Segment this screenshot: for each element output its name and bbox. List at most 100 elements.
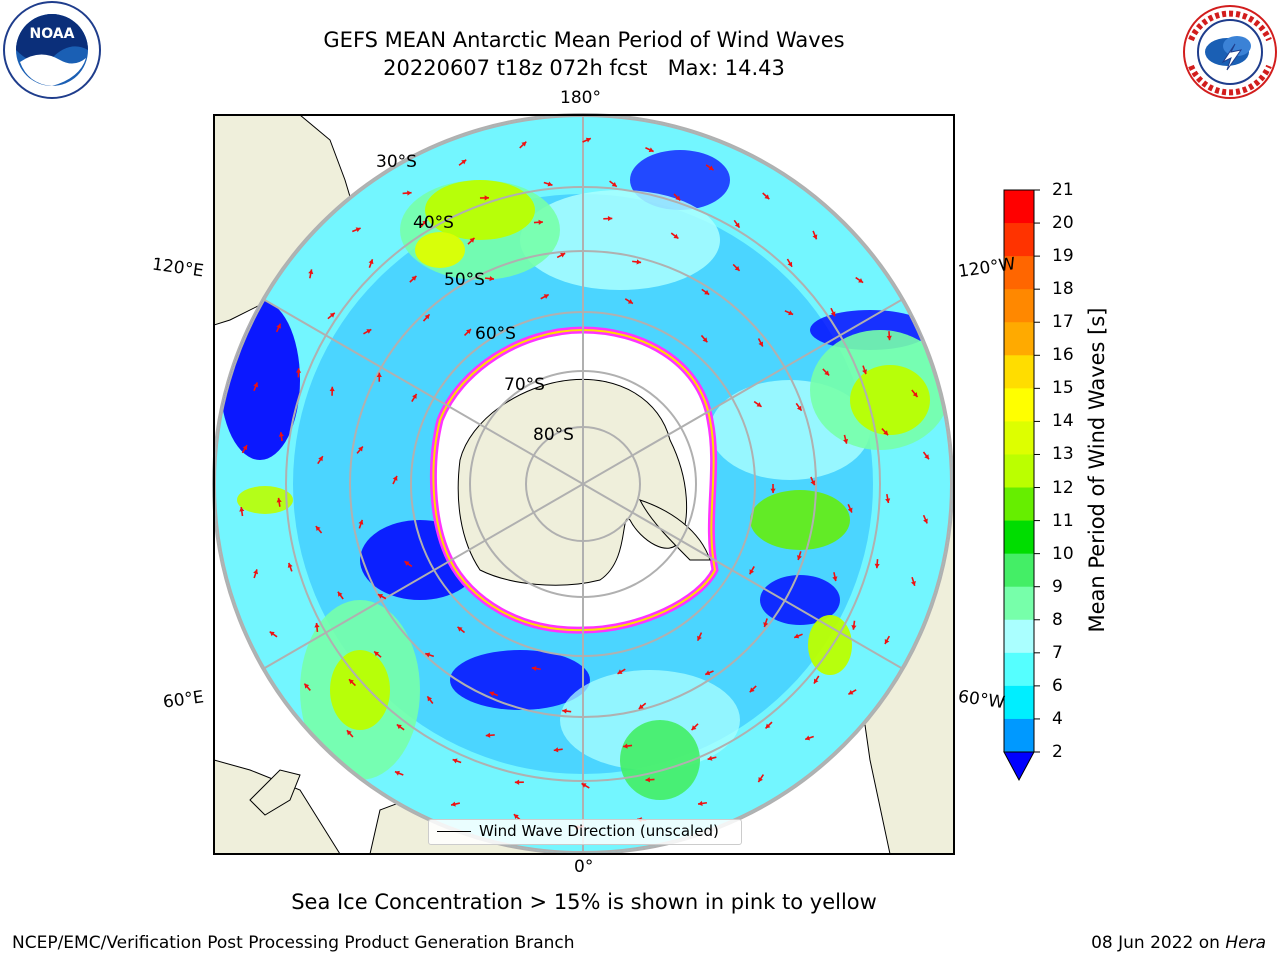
wave-arrow-head — [239, 507, 245, 512]
footer-producer: NCEP/EMC/Verification Post Processing Pr… — [12, 933, 575, 953]
wave-arrow-head — [396, 724, 402, 730]
colorbar — [1003, 189, 1040, 782]
colorbar-extend-arrow — [1003, 751, 1035, 782]
wave-arrow-head — [513, 814, 519, 820]
wave-arrow-head — [796, 405, 802, 411]
chart-subtitle: 20220607 t18z 072h fcst Max: 14.43 — [383, 56, 785, 80]
colorbar-band — [1004, 685, 1034, 720]
wave-arrow-head — [673, 233, 679, 239]
footer-machine: Hera — [1225, 933, 1266, 953]
wave-arrow-head — [276, 497, 282, 503]
wave-arrow-head — [749, 687, 755, 693]
wave-arrow-head — [374, 651, 380, 657]
colorbar-band — [1004, 619, 1034, 654]
colorbar-tick-label: 15 — [1052, 378, 1074, 399]
wave-arrow-head — [562, 708, 567, 714]
colorbar-tick-label: 10 — [1052, 543, 1074, 564]
wave-arrow-head — [763, 622, 769, 628]
wave-arrow-head — [764, 194, 770, 200]
wave-arrow-head — [805, 735, 811, 741]
wave-arrow-head — [358, 519, 364, 525]
wave-arrow-head — [885, 498, 891, 503]
wave-arrow-head — [794, 633, 800, 639]
wave-arrow-head — [560, 252, 566, 258]
wave-arrow-head — [451, 801, 456, 807]
wave-arrow-head — [756, 402, 762, 407]
wave-arrow-head — [691, 725, 697, 731]
wave-arrow-head — [883, 430, 889, 436]
colorbar-tick-label: 13 — [1052, 444, 1074, 465]
wave-arrow-head — [412, 393, 417, 399]
wave-arrow-head — [702, 337, 708, 343]
wave-arrow-head — [734, 222, 740, 228]
wave-arrow-head — [788, 310, 794, 316]
wave-arrow-head — [708, 165, 714, 171]
wave-arrow-head — [884, 638, 890, 644]
sea-ice-note: Sea Ice Concentration > 15% is shown in … — [291, 890, 877, 914]
colorbar-band — [1004, 388, 1034, 422]
wave-arrow-head — [547, 181, 553, 187]
wave-arrow-head — [376, 372, 382, 378]
wave-arrow-head — [407, 190, 412, 196]
colorbar-tick-label: 8 — [1052, 609, 1063, 630]
wave-arrow-head — [485, 732, 491, 738]
wave-arrow-head — [318, 456, 323, 462]
wave-arrow-head — [489, 276, 495, 282]
wave-arrow-head — [585, 137, 591, 143]
wave-arrow-head — [910, 580, 916, 586]
wave-arrow-head — [675, 195, 681, 201]
wave-arrow-head — [514, 779, 520, 785]
wave-arrow-head — [698, 800, 703, 807]
wave-arrow-head — [422, 220, 427, 226]
wave-arrow-head — [269, 631, 275, 637]
wave-arrow-head — [796, 555, 802, 560]
wave-arrow-head — [484, 195, 489, 201]
wave-arrow-head — [645, 777, 650, 783]
colorbar-band — [1004, 355, 1034, 389]
wave-arrow-head — [697, 635, 702, 641]
colorbar-tick-label: 21 — [1052, 180, 1074, 200]
colorbar-tick-label: 6 — [1052, 675, 1063, 696]
wave-arrow-head — [538, 219, 543, 225]
lon-label-0: 0° — [574, 857, 594, 877]
wave-arrow-head — [253, 569, 259, 575]
lat-label-80s: 80°S — [533, 425, 574, 445]
wave-arrow-head — [329, 312, 335, 318]
wave-arrow-head — [912, 392, 918, 398]
lat-label-70s: 70°S — [504, 375, 545, 395]
colorbar-band — [1004, 586, 1034, 621]
wave-arrow-head — [770, 488, 776, 493]
wave-arrow-head — [813, 678, 819, 684]
colorbar-band — [1004, 256, 1034, 290]
wave-arrow-head — [765, 723, 771, 729]
legend-line-sample — [437, 831, 471, 832]
colorbar-band — [1004, 652, 1034, 687]
wave-arrow-head — [636, 259, 642, 265]
colorbar-tick-label: 9 — [1052, 576, 1063, 597]
colorbar-band — [1004, 520, 1034, 555]
wave-arrow-head — [824, 370, 830, 376]
colorbar-tick-label: 12 — [1052, 477, 1074, 498]
wave-arrow-head — [749, 569, 755, 575]
wave-arrow-head — [923, 518, 928, 524]
colorbar-tick-label: 20 — [1052, 213, 1074, 234]
wave-arrow-head — [346, 730, 352, 736]
wave-arrow-head — [862, 369, 867, 375]
colorbar-label-text: Mean Period of Wind Waves [s] — [1085, 307, 1109, 633]
wave-arrow-head — [810, 480, 816, 486]
wave-arrow-head — [758, 341, 764, 347]
colorbar-band — [1004, 553, 1034, 588]
wave-arrow-head — [543, 294, 549, 299]
colorbar-band — [1004, 487, 1034, 522]
wave-arrow-head — [924, 454, 929, 460]
wave-arrow-head — [617, 669, 623, 674]
wave-arrow-head — [329, 386, 335, 392]
wave-arrow-head — [489, 691, 495, 697]
noaa-logo: NOAA — [3, 1, 101, 99]
wave-arrow-head — [707, 755, 713, 761]
wave-arrow-head — [531, 665, 537, 672]
wave-arrow-head — [337, 591, 343, 597]
colorbar-tick-label: 18 — [1052, 279, 1074, 300]
colorbar-band — [1004, 454, 1034, 489]
wave-arrow-head — [843, 438, 849, 444]
